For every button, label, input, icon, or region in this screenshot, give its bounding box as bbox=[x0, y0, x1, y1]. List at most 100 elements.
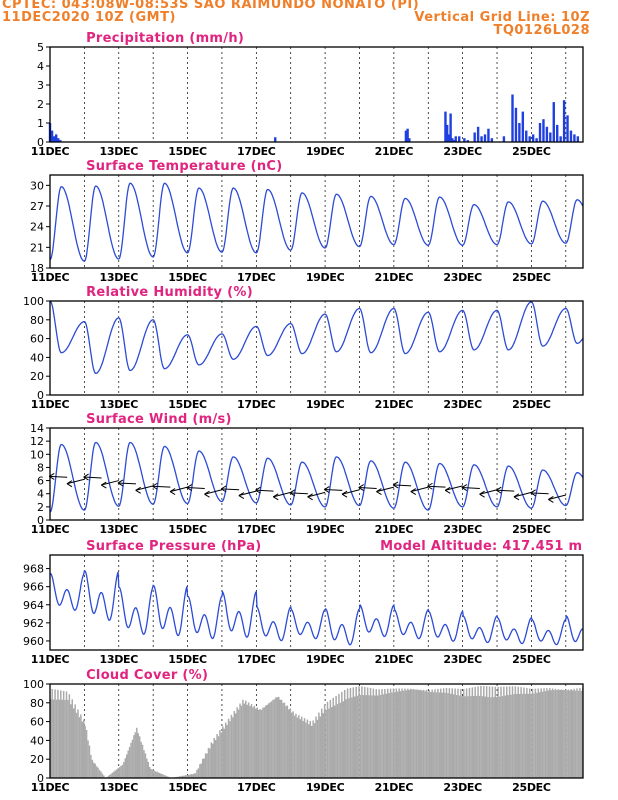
wind-arrow-head bbox=[152, 482, 158, 487]
cloud-bar bbox=[543, 688, 545, 778]
x-tick-label: 13DEC bbox=[100, 398, 139, 411]
wind-arrow-head bbox=[169, 488, 176, 493]
cloud-bar bbox=[275, 697, 277, 778]
cloud-bar bbox=[467, 696, 469, 778]
cloud-bar bbox=[538, 692, 541, 778]
cloud-bar bbox=[557, 689, 560, 778]
cloud-bar bbox=[437, 688, 439, 778]
cloud-bar bbox=[237, 709, 240, 778]
series-line bbox=[49, 182, 584, 262]
wind-arrow-head bbox=[117, 479, 124, 484]
cloud-bar bbox=[242, 699, 244, 778]
cloud-bar bbox=[277, 696, 280, 778]
wind-arrow-head bbox=[392, 481, 399, 486]
precip-bar bbox=[54, 134, 58, 142]
cloud-bar bbox=[180, 776, 182, 778]
wind-arrow bbox=[410, 486, 429, 493]
cloud-bar bbox=[518, 693, 521, 778]
cloud-bar bbox=[143, 750, 145, 778]
precip-bar bbox=[556, 124, 559, 142]
cloud-bar bbox=[412, 689, 415, 778]
cloud-bar bbox=[452, 694, 455, 778]
y-tick-label: 4 bbox=[37, 488, 44, 501]
cloud-bar bbox=[534, 688, 537, 778]
cloud-bar bbox=[214, 739, 217, 778]
y-tick-label: 27 bbox=[30, 200, 44, 213]
cloud-bar bbox=[299, 719, 302, 778]
wind-arrow bbox=[307, 491, 326, 498]
cloud-bar bbox=[345, 699, 347, 778]
wind-arrow-head bbox=[220, 488, 227, 493]
cloud-bar bbox=[435, 692, 438, 778]
cloud-bar bbox=[398, 688, 400, 778]
y-tick-label: 0 bbox=[37, 772, 44, 785]
wind-arrow-head bbox=[341, 493, 348, 498]
cloud-bar bbox=[166, 776, 168, 778]
cloud-bar bbox=[282, 702, 284, 778]
cloud-bar bbox=[289, 708, 291, 778]
cloud-bar bbox=[259, 709, 261, 778]
cloud-bar bbox=[147, 762, 150, 778]
x-tick-label: 15DEC bbox=[168, 653, 207, 666]
panel-frame bbox=[49, 427, 584, 521]
cloud-bar bbox=[547, 690, 550, 778]
cloud-bar bbox=[220, 732, 223, 778]
cloud-bar bbox=[247, 702, 250, 778]
wind-arrow-head bbox=[273, 493, 279, 498]
cloud-bar bbox=[94, 763, 96, 778]
cloud-bar bbox=[445, 688, 448, 778]
cloud-bar bbox=[442, 688, 445, 778]
cloud-bar bbox=[115, 769, 118, 778]
precip-bar bbox=[538, 123, 542, 142]
precip-bar bbox=[406, 128, 409, 142]
cloud-bar bbox=[146, 758, 148, 778]
cloud-bar bbox=[353, 696, 356, 778]
precip-bar bbox=[559, 136, 562, 142]
wind-arrow-head bbox=[255, 486, 261, 491]
wind-arrow bbox=[186, 487, 205, 489]
cloud-bar bbox=[447, 693, 449, 778]
cloud-bar bbox=[352, 687, 355, 778]
cloud-bar bbox=[156, 771, 158, 778]
y-tick-label: 1 bbox=[37, 117, 44, 130]
cloud-bar bbox=[51, 688, 53, 778]
cloud-bar bbox=[224, 722, 227, 778]
cloud-bar bbox=[234, 713, 237, 778]
cloud-bar bbox=[339, 702, 342, 778]
cloud-bar bbox=[295, 713, 297, 778]
cloud-bar bbox=[128, 747, 131, 778]
precip-bar bbox=[490, 138, 494, 142]
wind-arrow-head bbox=[548, 499, 554, 503]
cloud-bar bbox=[187, 774, 190, 778]
cloud-bar bbox=[114, 770, 117, 778]
x-tick-label: 19DEC bbox=[306, 398, 345, 411]
cloud-bar bbox=[415, 689, 418, 778]
cloud-bar bbox=[465, 688, 468, 778]
precip-bar bbox=[542, 119, 545, 142]
cloud-bar bbox=[136, 727, 138, 778]
x-tick-label: 23DEC bbox=[443, 398, 482, 411]
precip-bar bbox=[562, 100, 566, 142]
x-tick-label: 25DEC bbox=[512, 781, 551, 794]
cloud-bar bbox=[511, 686, 514, 778]
cloud-bar bbox=[194, 773, 197, 778]
cloud-bar bbox=[255, 708, 257, 778]
y-tick-label: 0 bbox=[37, 389, 44, 402]
precip-bar bbox=[466, 140, 470, 142]
chart-panel-5: Cloud Cover (%) 0 20 40 60 80 100 11DEC 13DEC 15D… bbox=[23, 668, 584, 794]
cloud-bar bbox=[485, 686, 488, 778]
cloud-bar bbox=[554, 688, 557, 778]
precip-bar bbox=[50, 130, 54, 142]
cloud-bar bbox=[401, 688, 403, 778]
x-tick-label: 19DEC bbox=[306, 653, 345, 666]
cloud-bar bbox=[318, 712, 320, 778]
x-tick-label: 15DEC bbox=[168, 145, 207, 158]
x-tick-label: 23DEC bbox=[443, 271, 482, 284]
x-tick-label: 19DEC bbox=[306, 145, 345, 158]
cloud-bar bbox=[312, 720, 314, 778]
cloud-bar bbox=[293, 715, 296, 778]
wind-arrow bbox=[513, 491, 532, 498]
cloud-bar bbox=[468, 687, 471, 778]
wind-arrow-head bbox=[66, 480, 73, 485]
cloud-bar bbox=[50, 699, 52, 778]
